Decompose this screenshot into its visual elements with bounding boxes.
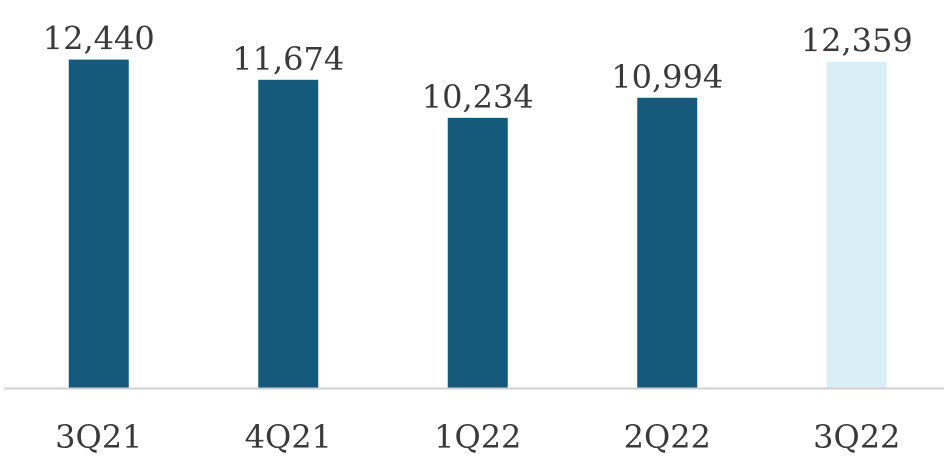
bar-4q21: [258, 79, 319, 388]
x-tick-label-3q22: 3Q22: [813, 418, 900, 456]
value-label-2q22: 10,994: [611, 58, 723, 96]
value-label-4q21: 11,674: [232, 40, 344, 78]
bars-group: [68, 59, 887, 389]
value-labels-group: 12,440 11,674 10,234 10,994 12,359: [43, 20, 913, 116]
value-label-1q22: 10,234: [422, 78, 534, 116]
bar-3q21: [68, 59, 129, 389]
x-tick-label-4q21: 4Q21: [245, 418, 332, 456]
value-label-3q21: 12,440: [43, 20, 155, 58]
x-tick-label-1q22: 1Q22: [434, 418, 521, 456]
x-tick-label-2q22: 2Q22: [624, 418, 711, 456]
bar-2q22: [637, 97, 698, 389]
value-label-3q22: 12,359: [801, 22, 913, 60]
x-tick-labels-group: 3Q21 4Q21 1Q22 2Q22 3Q22: [55, 418, 900, 456]
bar-3q22: [826, 61, 887, 388]
bar-1q22: [447, 117, 508, 389]
x-tick-label-3q21: 3Q21: [55, 418, 142, 456]
